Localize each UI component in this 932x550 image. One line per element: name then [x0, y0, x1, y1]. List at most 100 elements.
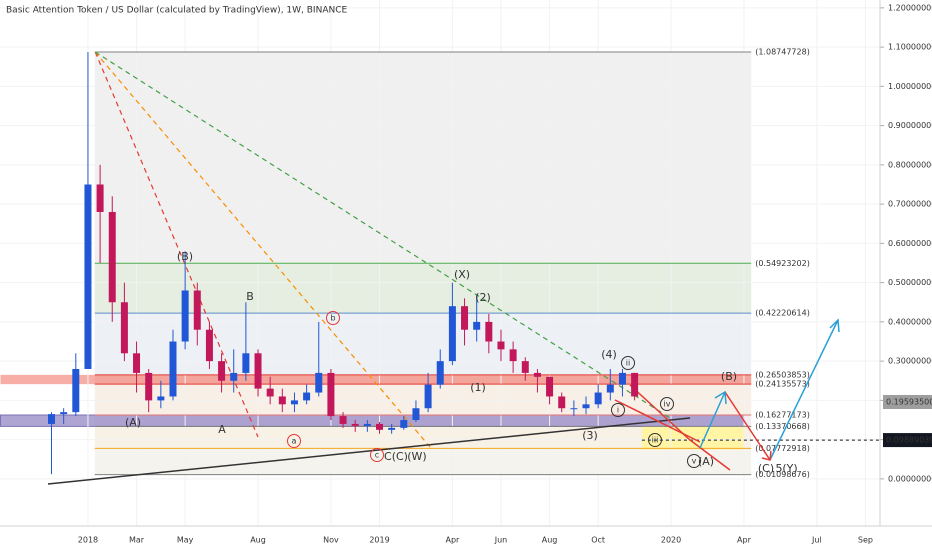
candle-body: [546, 376, 554, 397]
x-tick-label: Oct: [591, 536, 605, 545]
candle-body: [388, 427, 396, 430]
candle-body: [290, 400, 298, 405]
wave-label: (2): [475, 291, 491, 304]
candle-body: [181, 290, 189, 342]
price-tag-box: [883, 433, 932, 448]
x-tick-label: Mar: [129, 536, 145, 545]
wave-label: (B): [721, 370, 737, 383]
candle-body: [133, 353, 141, 373]
price-tag-label: 0.19593500: [886, 397, 932, 406]
candle-body: [84, 184, 92, 369]
x-tick-label: Apr: [737, 536, 752, 545]
x-tick-label: May: [177, 536, 194, 545]
candle-body: [509, 349, 517, 362]
candle-body: [606, 384, 614, 393]
candle-body: [400, 420, 408, 428]
candle-body: [96, 184, 104, 212]
wave-label: A: [218, 423, 226, 436]
wave-label: ii: [626, 359, 630, 368]
y-tick-label: 1.10000000: [888, 43, 932, 52]
x-tick-label: Nov: [323, 536, 339, 545]
wave-label: C(C): [384, 450, 408, 463]
fib-level-label: (0.07772918): [755, 444, 810, 453]
wave-label: i: [617, 406, 619, 415]
candle-body: [266, 388, 274, 397]
wave-label: v: [692, 457, 697, 466]
candle-body: [327, 372, 335, 417]
y-tick-label: 0.40000000: [888, 317, 932, 326]
wave-label: (1): [470, 381, 486, 394]
x-tick-label: Aug: [250, 536, 266, 545]
fib-level-label: (0.26503853): [755, 370, 810, 379]
fib-zone: [94, 263, 752, 314]
candle-body: [303, 392, 311, 401]
resistance-band: [0, 374, 752, 385]
wave-label: (4): [601, 348, 617, 361]
candle-body: [485, 321, 493, 342]
candle-body: [254, 353, 262, 389]
x-tick-label: Aug: [542, 536, 558, 545]
wave-circle: [611, 403, 625, 417]
candle-body: [448, 306, 456, 362]
fib-level-label: (0.24135573): [755, 380, 810, 389]
x-tick-label: Sep: [858, 536, 873, 545]
wave-label: (A): [125, 416, 141, 429]
chart-title: Basic Attention Token / US Dollar (calcu…: [6, 6, 347, 16]
x-tick-label: Jul: [811, 536, 822, 545]
y-tick-label: 1.20000000: [888, 3, 932, 12]
wave-circle: [287, 434, 301, 448]
support-band: [0, 414, 745, 427]
fib-level-label: (0.54923202): [755, 259, 810, 268]
x-tick-label: 2019: [369, 536, 389, 545]
wave-label: b: [330, 314, 335, 323]
arrow-head: [829, 318, 840, 333]
candle-body: [631, 372, 639, 397]
wave-label: (B): [177, 250, 193, 263]
candle-body: [278, 396, 286, 405]
candle-body: [108, 211, 116, 303]
wave-label: (3): [582, 429, 598, 442]
fib-level-label: (0.42220614): [755, 309, 810, 318]
wave-label: (X): [454, 268, 470, 281]
candle-body: [205, 329, 213, 362]
wave-circle: [621, 356, 635, 370]
candle-body: [157, 396, 165, 401]
candle-body: [497, 341, 505, 350]
candle-body: [72, 368, 80, 413]
fib-zone: [94, 52, 752, 264]
x-tick-label: 2020: [661, 536, 681, 545]
wave-arrow: [699, 391, 726, 449]
x-tick-label: 2018: [78, 536, 98, 545]
candle-body: [193, 290, 201, 330]
candle-body: [60, 412, 68, 415]
wave-label: 5: [776, 462, 783, 475]
wave-label: (Y): [782, 462, 797, 475]
wave-label: (W): [407, 450, 426, 463]
candle-body: [120, 302, 128, 354]
wave-label: iii: [652, 436, 659, 445]
wave-circle: [687, 454, 701, 468]
wave-label: a: [292, 437, 297, 446]
fib-zone: [94, 426, 752, 449]
candle-body: [230, 372, 238, 381]
fib-level-label: (0.13370668): [755, 422, 810, 431]
wave-arrow: [614, 399, 701, 443]
candle-body: [48, 414, 56, 424]
candle-body: [145, 372, 153, 401]
y-tick-label: 0.50000000: [888, 278, 932, 287]
wave-arrow: [629, 384, 731, 471]
candle-body: [558, 396, 566, 409]
fib-level-label: (0.01098676): [755, 470, 810, 479]
wave-arrow: [769, 319, 839, 461]
arrow-head: [761, 450, 772, 461]
fib-zone: [94, 384, 752, 416]
candle-body: [582, 404, 590, 409]
y-tick-label: 0.60000000: [888, 239, 932, 248]
drawing-line: [94, 51, 671, 419]
wave-circle: [660, 397, 674, 411]
fib-level-label: (1.08747728): [755, 48, 810, 57]
wave-label: c: [375, 451, 379, 460]
fib-level-label: (0.16277173): [755, 411, 810, 420]
fib-zone: [94, 313, 752, 375]
